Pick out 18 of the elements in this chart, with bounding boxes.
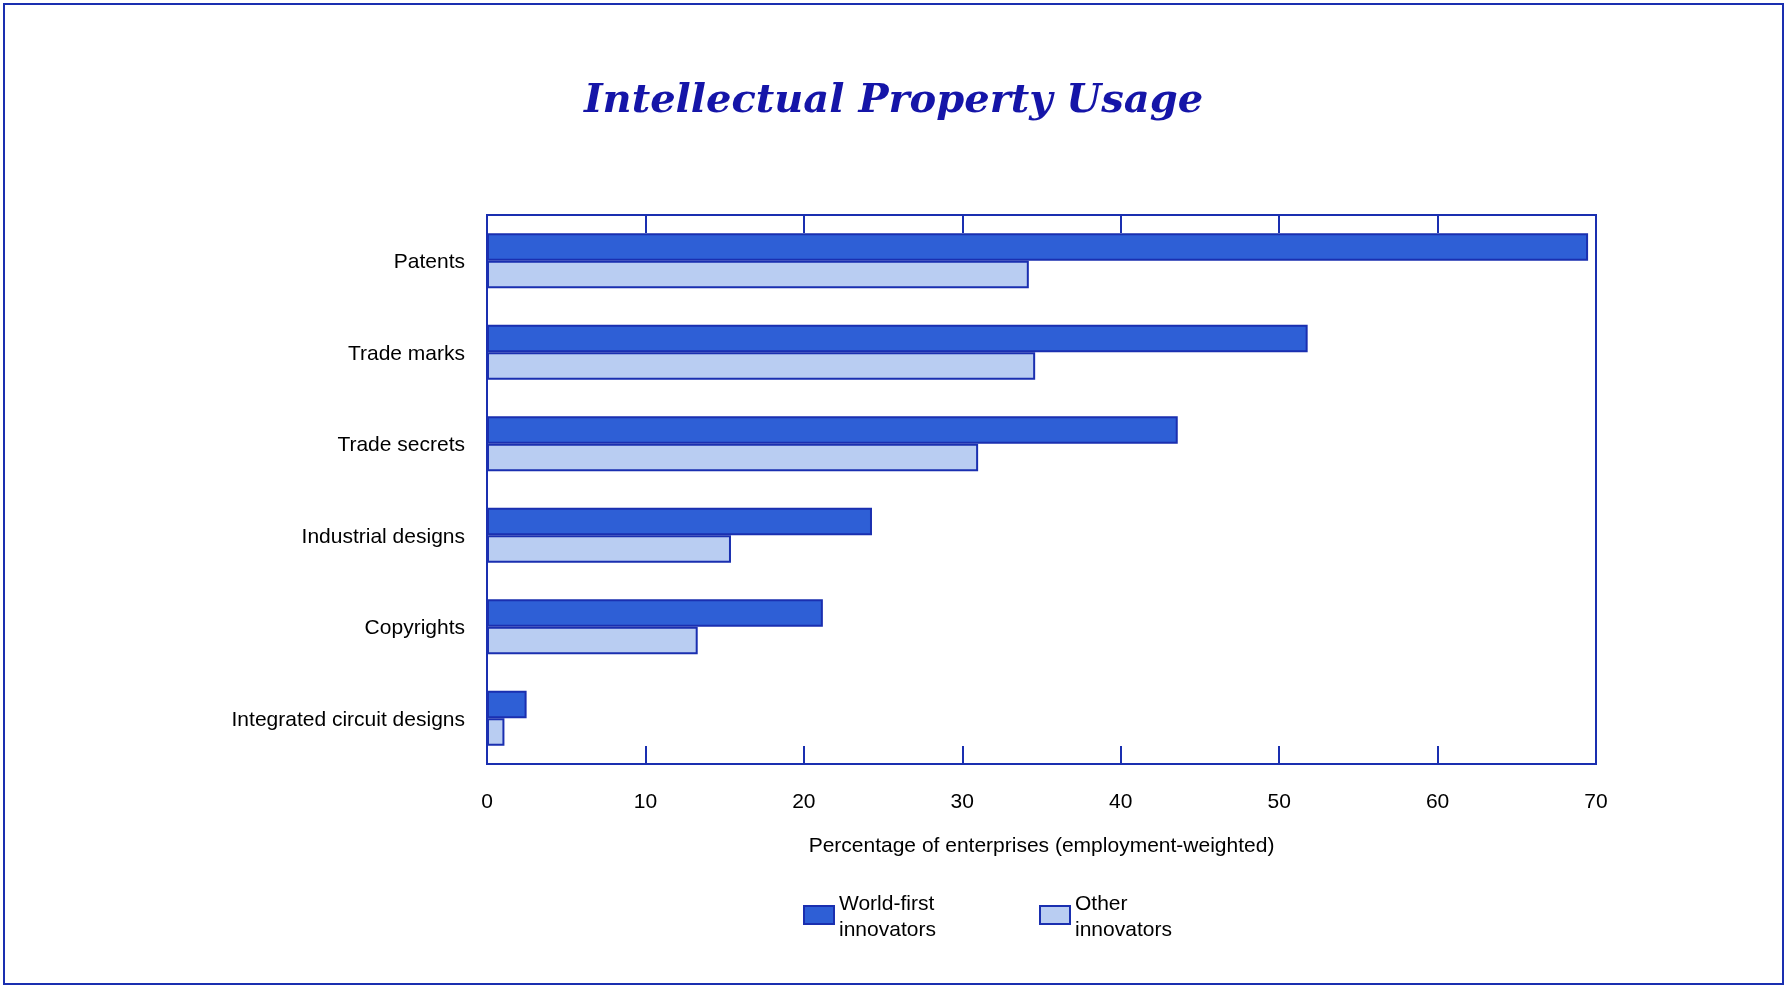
x-tick-label: 0: [481, 789, 493, 812]
y-tick-label: Patents: [393, 249, 465, 273]
x-tick-label: 10: [633, 789, 658, 812]
x-tick-label: 20: [792, 789, 816, 812]
x-tick-label: 40: [1109, 789, 1133, 812]
x-tick-label: 60: [1425, 789, 1450, 812]
x-tick-label: 70: [1584, 789, 1608, 812]
chart-title: Intellectual Property Usage: [582, 73, 1204, 121]
legend-label: Other innovators: [1075, 890, 1172, 940]
y-tick-label: Trade marks: [347, 340, 465, 364]
y-tick-label: Industrial designs: [301, 523, 465, 547]
x-tick-label: 50: [1267, 789, 1291, 812]
x-tick-label: 30: [950, 789, 974, 812]
legend-label: World-first innovators: [839, 890, 941, 940]
y-tick-label: Trade secrets: [337, 432, 465, 456]
y-tick-label: Integrated circuit designs: [231, 706, 465, 730]
x-axis-title: Percentage of enterprises (employment-weighted): [808, 833, 1275, 856]
y-tick-label: Copyrights: [364, 615, 465, 639]
